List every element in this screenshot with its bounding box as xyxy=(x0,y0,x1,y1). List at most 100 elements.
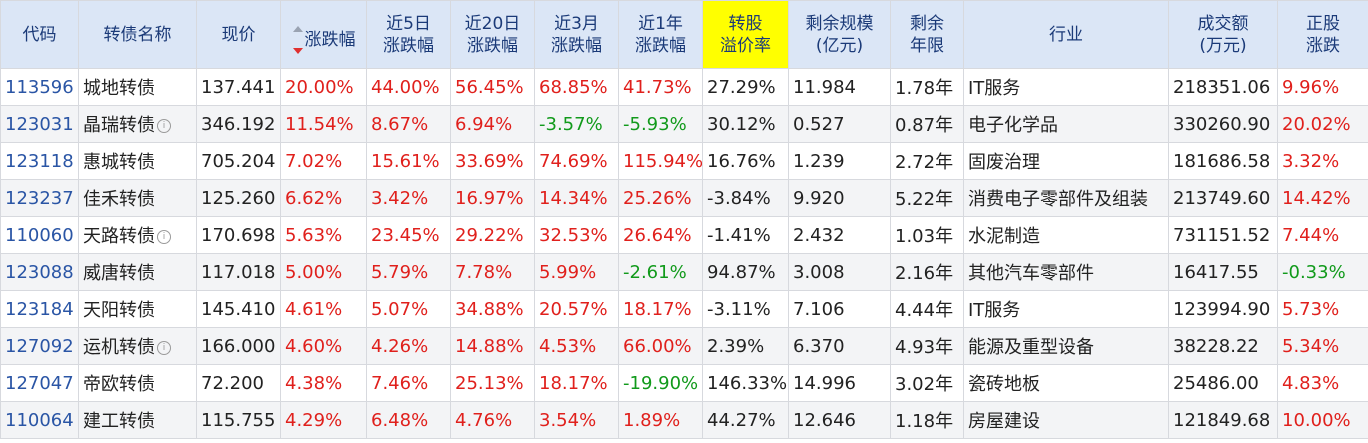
industry-cell: 瓷砖地板 xyxy=(963,364,1169,402)
chg3m-cell: 74.69% xyxy=(534,142,619,180)
header-stock-chg[interactable]: 正股 涨跌 xyxy=(1277,0,1368,69)
stock-chg-cell: 9.96% xyxy=(1277,68,1368,106)
chg1y-cell: 66.00% xyxy=(618,327,703,365)
volume-cell: 213749.60 xyxy=(1168,179,1278,217)
volume-cell: 731151.52 xyxy=(1168,216,1278,254)
header-chg20d[interactable]: 近20日 涨跌幅 xyxy=(450,0,535,69)
header-volume-line2: (万元) xyxy=(1199,35,1247,56)
info-icon[interactable]: i xyxy=(157,119,171,133)
price-cell: 117.018 xyxy=(196,253,281,291)
table-row[interactable]: 127047 帝欧转债 72.200 4.38% 7.46% 25.13% 18.17% -1… xyxy=(0,364,1368,402)
chg5d-cell: 4.26% xyxy=(366,327,451,365)
bond-code-link[interactable]: 123118 xyxy=(0,142,79,180)
bond-name-label: 威唐转债 xyxy=(83,263,155,284)
price-cell: 145.410 xyxy=(196,290,281,328)
volume-cell: 330260.90 xyxy=(1168,105,1278,143)
change-cell: 5.00% xyxy=(280,253,367,291)
bond-name-label: 帝欧转债 xyxy=(83,374,155,395)
industry-cell: 房屋建设 xyxy=(963,401,1169,439)
volume-cell: 121849.68 xyxy=(1168,401,1278,439)
bond-name-label: 惠城转债 xyxy=(83,152,155,173)
header-chg1y-line1: 近1年 xyxy=(638,13,683,34)
industry-cell: 水泥制造 xyxy=(963,216,1169,254)
header-chg5d-line1: 近5日 xyxy=(386,13,431,34)
change-cell: 7.02% xyxy=(280,142,367,180)
chg20d-cell: 25.13% xyxy=(450,364,535,402)
premium-cell: 2.39% xyxy=(702,327,789,365)
table-row[interactable]: 123237 佳禾转债 125.260 6.62% 3.42% 16.97% 14.34% 2… xyxy=(0,179,1368,217)
industry-cell: 其他汽车零部件 xyxy=(963,253,1169,291)
header-change[interactable]: 涨跌幅 xyxy=(280,0,367,69)
chg3m-cell: -3.57% xyxy=(534,105,619,143)
chg20d-cell: 6.94% xyxy=(450,105,535,143)
info-icon[interactable]: i xyxy=(157,341,171,355)
table-row[interactable]: 123088 威唐转债 117.018 5.00% 5.79% 7.78% 5.99% -2.… xyxy=(0,253,1368,291)
bond-code-link[interactable]: 123184 xyxy=(0,290,79,328)
table-row[interactable]: 110060 天路转债 i 170.698 5.63% 23.45% 29.22% 32.53… xyxy=(0,216,1368,254)
stock-chg-cell: -0.33% xyxy=(1277,253,1368,291)
bond-code-link[interactable]: 123088 xyxy=(0,253,79,291)
years-cell: 1.03年 xyxy=(890,216,964,254)
change-cell: 4.61% xyxy=(280,290,367,328)
chg1y-cell: 115.94% xyxy=(618,142,703,180)
chg20d-cell: 4.76% xyxy=(450,401,535,439)
chg5d-cell: 23.45% xyxy=(366,216,451,254)
bond-code-link[interactable]: 127047 xyxy=(0,364,79,402)
chg5d-cell: 7.46% xyxy=(366,364,451,402)
years-cell: 1.18年 xyxy=(890,401,964,439)
header-chg3m[interactable]: 近3月 涨跌幅 xyxy=(534,0,619,69)
header-premium[interactable]: 转股 溢价率 xyxy=(702,0,789,69)
header-industry[interactable]: 行业 xyxy=(963,0,1169,69)
bond-code-link[interactable]: 123237 xyxy=(0,179,79,217)
change-cell: 4.60% xyxy=(280,327,367,365)
header-chg5d[interactable]: 近5日 涨跌幅 xyxy=(366,0,451,69)
change-cell: 20.00% xyxy=(280,68,367,106)
stock-chg-cell: 5.34% xyxy=(1277,327,1368,365)
header-stock-chg-line2: 涨跌 xyxy=(1306,35,1340,56)
header-scale[interactable]: 剩余规模 (亿元) xyxy=(788,0,891,69)
table-row[interactable]: 110064 建工转债 115.755 4.29% 6.48% 4.76% 3.54% 1.8… xyxy=(0,401,1368,439)
premium-cell: -3.84% xyxy=(702,179,789,217)
chg20d-cell: 14.88% xyxy=(450,327,535,365)
bond-code-link[interactable]: 123031 xyxy=(0,105,79,143)
price-cell: 170.698 xyxy=(196,216,281,254)
header-volume[interactable]: 成交额 (万元) xyxy=(1168,0,1278,69)
bond-name-label: 建工转债 xyxy=(83,411,155,432)
header-price[interactable]: 现价 xyxy=(196,0,281,69)
premium-cell: 44.27% xyxy=(702,401,789,439)
chg1y-cell: -19.90% xyxy=(618,364,703,402)
header-code[interactable]: 代码 xyxy=(0,0,79,69)
table-row[interactable]: 113596 城地转债 137.441 20.00% 44.00% 56.45% 68.85… xyxy=(0,68,1368,106)
change-cell: 4.29% xyxy=(280,401,367,439)
info-icon[interactable]: i xyxy=(157,230,171,244)
chg20d-cell: 29.22% xyxy=(450,216,535,254)
bond-name: 城地转债 xyxy=(78,68,197,106)
change-cell: 6.62% xyxy=(280,179,367,217)
table-row[interactable]: 123118 惠城转债 705.204 7.02% 15.61% 33.69% 74.69%… xyxy=(0,142,1368,180)
stock-chg-cell: 10.00% xyxy=(1277,401,1368,439)
chg20d-cell: 16.97% xyxy=(450,179,535,217)
header-years[interactable]: 剩余 年限 xyxy=(890,0,964,69)
bond-code-link[interactable]: 110064 xyxy=(0,401,79,439)
scale-cell: 12.646 xyxy=(788,401,891,439)
table-row[interactable]: 123184 天阳转债 145.410 4.61% 5.07% 34.88% 20.57% 1… xyxy=(0,290,1368,328)
premium-cell: 27.29% xyxy=(702,68,789,106)
price-cell: 72.200 xyxy=(196,364,281,402)
bond-code-link[interactable]: 113596 xyxy=(0,68,79,106)
header-name[interactable]: 转债名称 xyxy=(78,0,197,69)
table-row[interactable]: 127092 运机转债 i 166.000 4.60% 4.26% 14.88% 4.53% 6… xyxy=(0,327,1368,365)
bond-name-label: 佳禾转债 xyxy=(83,189,155,210)
sort-icon[interactable] xyxy=(292,25,304,54)
table-row[interactable]: 123031 晶瑞转债 i 346.192 11.54% 8.67% 6.94% -3.57%… xyxy=(0,105,1368,143)
header-chg1y[interactable]: 近1年 涨跌幅 xyxy=(618,0,703,69)
premium-cell: 16.76% xyxy=(702,142,789,180)
change-cell: 5.63% xyxy=(280,216,367,254)
bond-name: 建工转债 xyxy=(78,401,197,439)
bond-code-link[interactable]: 110060 xyxy=(0,216,79,254)
price-cell: 115.755 xyxy=(196,401,281,439)
chg3m-cell: 20.57% xyxy=(534,290,619,328)
bond-code-link[interactable]: 127092 xyxy=(0,327,79,365)
volume-cell: 25486.00 xyxy=(1168,364,1278,402)
scale-cell: 14.996 xyxy=(788,364,891,402)
